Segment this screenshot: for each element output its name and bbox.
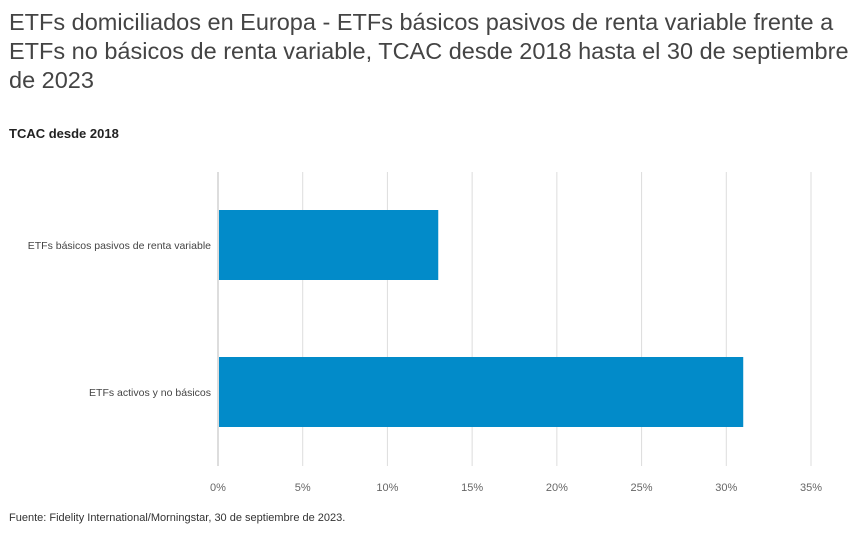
category-label: ETFs básicos pasivos de renta variable bbox=[28, 240, 211, 252]
bar bbox=[219, 357, 744, 427]
x-tick-label: 35% bbox=[800, 482, 822, 494]
x-tick-label: 15% bbox=[461, 482, 483, 494]
x-tick-label: 0% bbox=[210, 482, 226, 494]
x-tick-label: 20% bbox=[546, 482, 568, 494]
category-label: ETFs activos y no básicos bbox=[89, 387, 211, 399]
x-tick-label: 25% bbox=[631, 482, 653, 494]
x-tick-label: 10% bbox=[376, 482, 398, 494]
chart-title: ETFs domiciliados en Europa - ETFs básic… bbox=[9, 9, 849, 93]
x-tick-label: 5% bbox=[295, 482, 311, 494]
source-note: Fuente: Fidelity International/Morningst… bbox=[9, 512, 346, 524]
chart-subtitle: TCAC desde 2018 bbox=[9, 126, 119, 141]
x-tick-label: 30% bbox=[715, 482, 737, 494]
bar bbox=[219, 210, 439, 280]
